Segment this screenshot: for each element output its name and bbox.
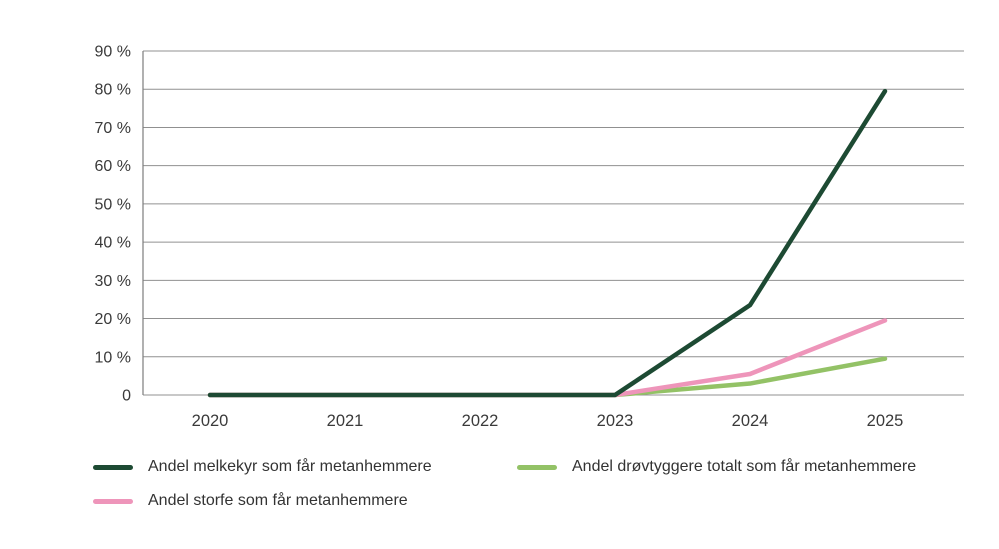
y-tick-label: 70 % <box>95 120 131 137</box>
legend-item: Andel melkekyr som får metanhemmere <box>93 458 517 476</box>
x-tick-label: 2025 <box>867 412 904 430</box>
y-tick-label: 90 % <box>95 44 131 61</box>
line-chart: 0 10 % 20 % 30 % 40 % 50 % 60 % 70 % 80 % 90 % 202… <box>95 44 964 430</box>
data-line <box>207 88 888 398</box>
legend-line-swatch <box>93 498 133 504</box>
y-tick-label: 10 % <box>95 349 131 366</box>
y-tick-label: 20 % <box>95 311 131 328</box>
x-tick-label: 2021 <box>327 412 364 430</box>
legend-line-swatch <box>517 464 557 470</box>
x-tick-label: 2020 <box>192 412 229 430</box>
y-tick-label: 50 % <box>95 196 131 213</box>
legend-line-swatch <box>93 464 133 470</box>
x-tick-label: 2024 <box>732 412 769 430</box>
legend-item: Andel storfe som får metanhemmere <box>93 492 517 510</box>
x-tick-label: 2022 <box>462 412 499 430</box>
chart-legend: Andel melkekyr som får metanhemmere Andel… <box>93 458 973 510</box>
data-line <box>207 318 888 398</box>
legend-item: Andel drøvtyggere totalt som får metanhe… <box>517 458 973 476</box>
data-line <box>207 356 888 398</box>
legend-label: Andel drøvtyggere totalt som får metanhe… <box>572 458 917 475</box>
legend-label: Andel storfe som får metanhemmere <box>148 492 408 509</box>
y-tick-label: 80 % <box>95 82 131 99</box>
plot-area: 0 10 % 20 % 30 % 40 % 50 % 60 % 70 % 80 % 90 % 202… <box>95 44 964 430</box>
y-tick-label: 30 % <box>95 273 131 290</box>
y-tick-label: 40 % <box>95 235 131 252</box>
legend-label: Andel melkekyr som får metanhemmere <box>148 458 432 475</box>
y-tick-label: 60 % <box>95 158 131 175</box>
y-tick-label: 0 <box>122 388 131 405</box>
x-tick-label: 2023 <box>597 412 634 430</box>
